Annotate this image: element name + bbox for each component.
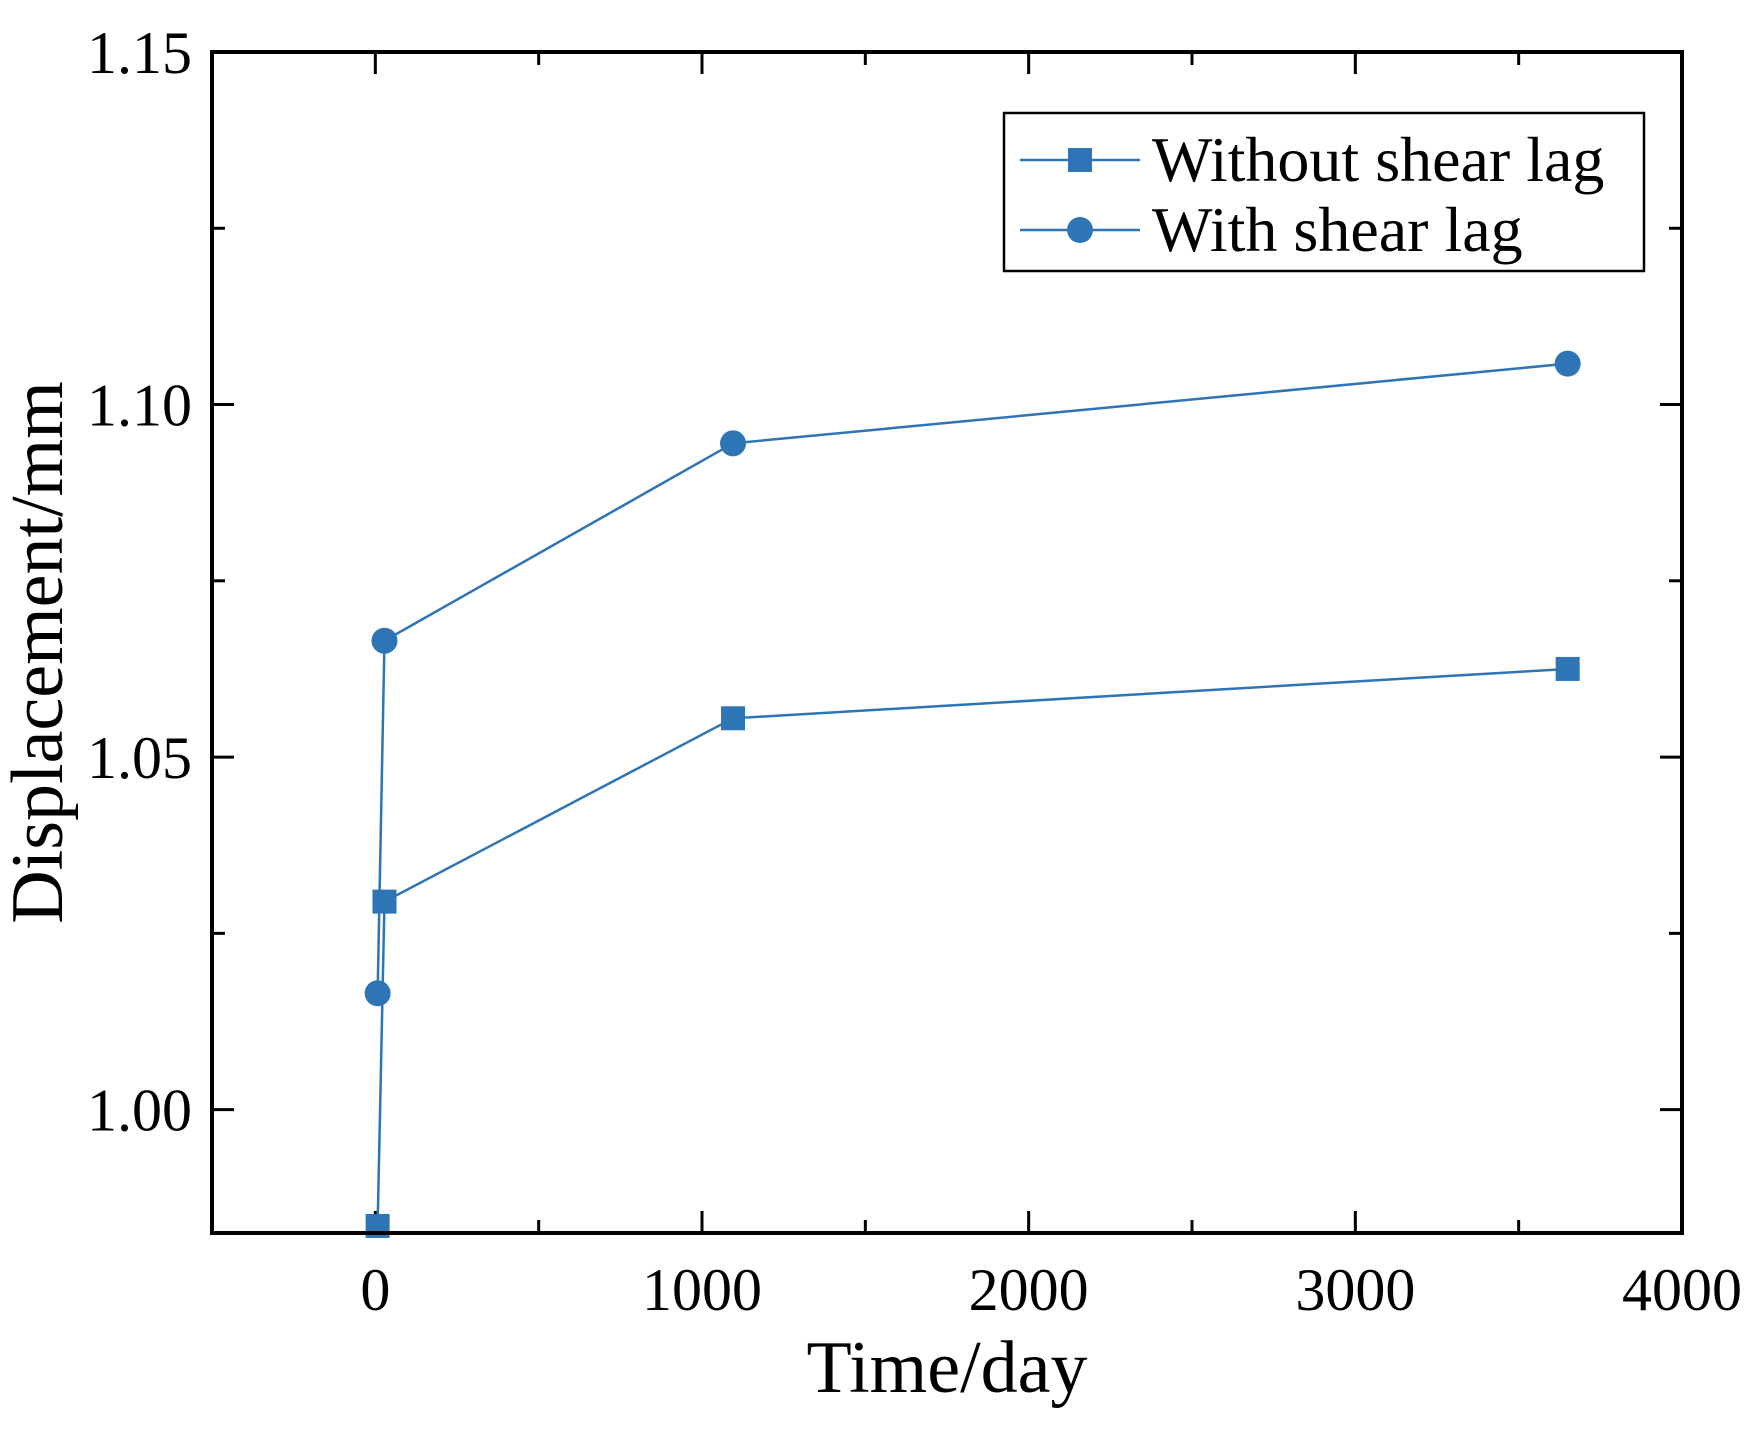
x-tick-label: 0 [360,1257,390,1323]
legend-label-with-shear-lag: With shear lag [1152,194,1523,265]
y-tick-label: 1.10 [87,373,192,439]
legend-marker-circle [1067,217,1093,243]
data-point-without-shear-lag [372,889,397,914]
legend-label-without-shear-lag: Without shear lag [1152,124,1604,195]
y-axis-title: Displacement/mm [0,381,79,924]
x-tick-label: 2000 [969,1257,1089,1323]
series-layer [364,350,1581,1238]
legend-marker-square [1068,148,1092,172]
data-point-without-shear-lag [1555,656,1580,681]
data-point-with-shear-lag [1554,350,1581,377]
x-tick-label: 1000 [642,1257,762,1323]
plot-frame [210,50,1684,1235]
data-point-with-shear-lag [371,627,398,654]
y-tick-label: 1.05 [87,725,192,791]
data-point-with-shear-lag [720,430,747,457]
x-tick-label: 3000 [1295,1257,1415,1323]
y-tick-label: 1.00 [87,1078,192,1144]
series-line-with-shear-lag [376,362,1568,994]
legend: Without shear lag With shear lag [1002,111,1646,273]
x-tick-labels: 0 1000 2000 3000 4000 [360,1257,1742,1323]
x-axis-title: Time/day [807,1327,1088,1409]
series-line-without-shear-lag [376,667,1568,1226]
y-tick-labels: 1.00 1.05 1.10 1.15 [87,20,192,1144]
x-tick-label: 4000 [1622,1257,1742,1323]
data-point-with-shear-lag [364,980,391,1007]
data-point-without-shear-lag [721,706,746,731]
y-tick-label: 1.15 [87,20,192,86]
legend-box [1002,111,1646,273]
